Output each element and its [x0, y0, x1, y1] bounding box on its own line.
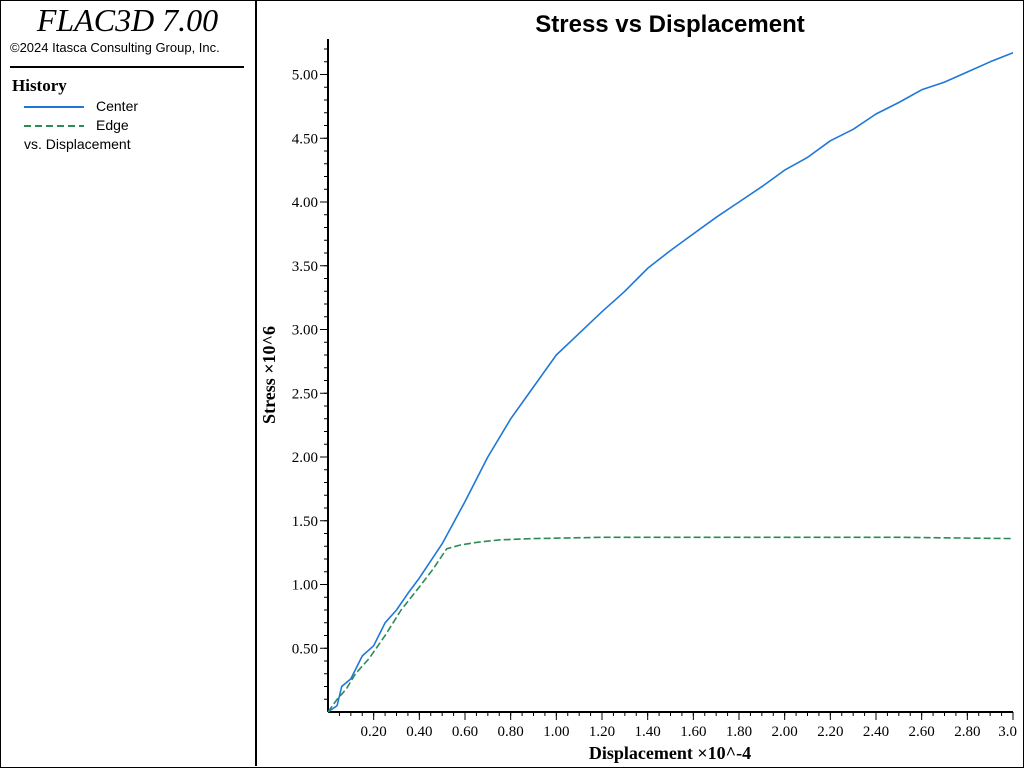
- y-tick-label: 2.00: [292, 450, 318, 466]
- x-tick-label: 1.20: [589, 724, 615, 740]
- x-tick-label: 2.60: [909, 724, 935, 740]
- legend-swatch-center: [24, 106, 84, 108]
- vs-displacement-label: vs. Displacement: [24, 136, 131, 152]
- x-tick-label: 0.80: [498, 724, 524, 740]
- y-tick-label: 4.00: [292, 195, 318, 211]
- x-tick-label: 1.40: [635, 724, 661, 740]
- y-tick-label: 3.00: [292, 323, 318, 339]
- legend-label-center: Center: [96, 98, 139, 114]
- x-tick-label: 3.0: [998, 724, 1017, 740]
- legend-panel: FLAC3D 7.00 ©2024 Itasca Consulting Grou…: [0, 0, 257, 766]
- title-divider: [10, 66, 244, 68]
- x-tick-label: 1.00: [543, 724, 569, 740]
- stress-displacement-chart: Stress vs Displacement 0.50 1.00 1.50 2.00 2…: [259, 11, 1017, 763]
- y-tick-label: 4.50: [292, 131, 318, 147]
- x-tick-label: 1.60: [680, 724, 706, 740]
- y-tick-label: 3.50: [292, 259, 318, 275]
- x-tick-label: 0.40: [406, 724, 432, 740]
- y-tick-label: 0.50: [292, 641, 318, 657]
- y-tick-label: 1.50: [292, 514, 318, 530]
- series-line-center: [327, 52, 1014, 713]
- legend-label-edge: Edge: [96, 117, 129, 133]
- x-tick-label: 0.60: [452, 724, 478, 740]
- y-tick-label: 1.00: [292, 578, 318, 594]
- x-tick-label: 2.40: [863, 724, 889, 740]
- chart-axes: 0.50 1.00 1.50 2.00 2.50 3.00 3.50 4.00 4.50 5.00…: [292, 39, 1017, 740]
- x-axis-title: Displacement ×10^-4: [589, 743, 751, 763]
- x-tick-label: 2.00: [772, 724, 798, 740]
- app-title: FLAC3D 7.00: [36, 2, 219, 38]
- x-tick-label: 2.80: [954, 724, 980, 740]
- chart-series: [327, 52, 1014, 713]
- series-line-edge: [327, 536, 1014, 713]
- legend-swatch-edge: [24, 125, 84, 127]
- y-tick-label: 5.00: [292, 68, 318, 84]
- x-tick-label: 1.80: [726, 724, 752, 740]
- history-heading: History: [12, 76, 67, 95]
- copyright-text: ©2024 Itasca Consulting Group, Inc.: [10, 40, 220, 55]
- chart-title: Stress vs Displacement: [535, 11, 804, 38]
- y-tick-label: 2.50: [292, 386, 318, 402]
- x-tick-label: 0.20: [361, 724, 387, 740]
- x-tick-label: 2.20: [817, 724, 843, 740]
- y-axis-title: Stress ×10^6: [259, 326, 279, 424]
